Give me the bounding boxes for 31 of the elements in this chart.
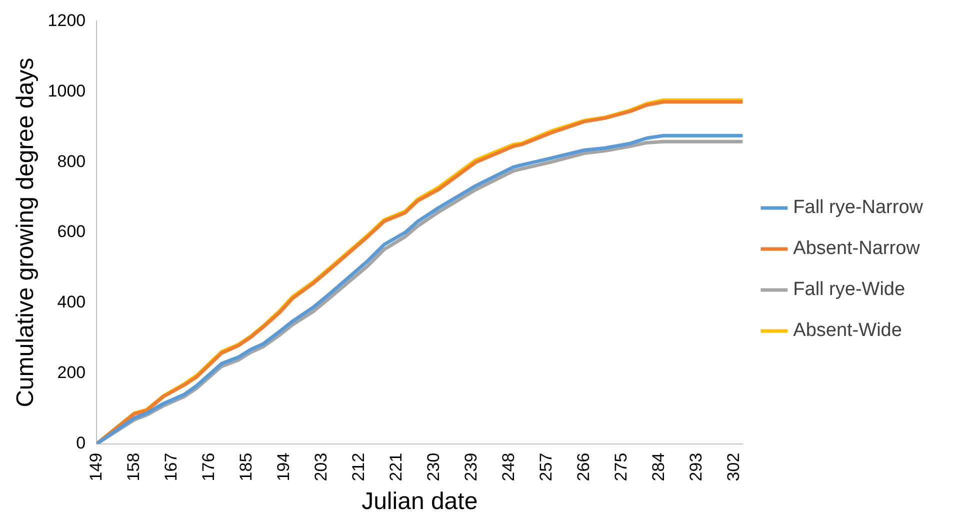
y-tick-label: 1200: [48, 10, 86, 30]
x-tick-label: 194: [274, 452, 293, 482]
x-tick-label: 248: [498, 452, 518, 482]
x-tick-label: 221: [386, 452, 406, 482]
legend-label: Fall rye-Narrow: [793, 197, 924, 218]
x-tick-label: 284: [648, 452, 668, 482]
legend-label: Absent-Wide: [793, 320, 902, 342]
x-axis-title: Julian date: [362, 488, 478, 516]
x-tick-label: 176: [198, 452, 218, 482]
x-tick-label: 293: [686, 452, 706, 482]
y-tick-label: 800: [57, 152, 86, 171]
x-tick-label: 149: [86, 452, 106, 482]
x-tick-label: 212: [348, 452, 368, 482]
y-tick-label: 600: [57, 222, 86, 242]
x-tick-label: 257: [536, 452, 556, 482]
x-tick-label: 158: [124, 452, 143, 482]
x-tick-label: 275: [611, 452, 630, 482]
x-tick-label: 230: [424, 452, 443, 482]
y-tick-label: 1000: [48, 81, 86, 100]
y-tick-label: 200: [57, 363, 86, 382]
x-tick-label: 239: [461, 452, 480, 482]
x-tick-label: 302: [724, 452, 744, 482]
y-axis-title: Cumulative growing degree days: [12, 58, 40, 408]
legend-label: Absent-Narrow: [793, 238, 920, 260]
y-tick-label: 0: [76, 434, 86, 453]
y-tick-label: 400: [57, 292, 86, 312]
x-tick-label: 167: [161, 452, 180, 482]
x-tick-label: 185: [236, 452, 256, 482]
legend-label: Fall rye-Wide: [793, 279, 906, 300]
x-tick-label: 203: [311, 452, 330, 482]
x-tick-label: 266: [574, 452, 593, 482]
